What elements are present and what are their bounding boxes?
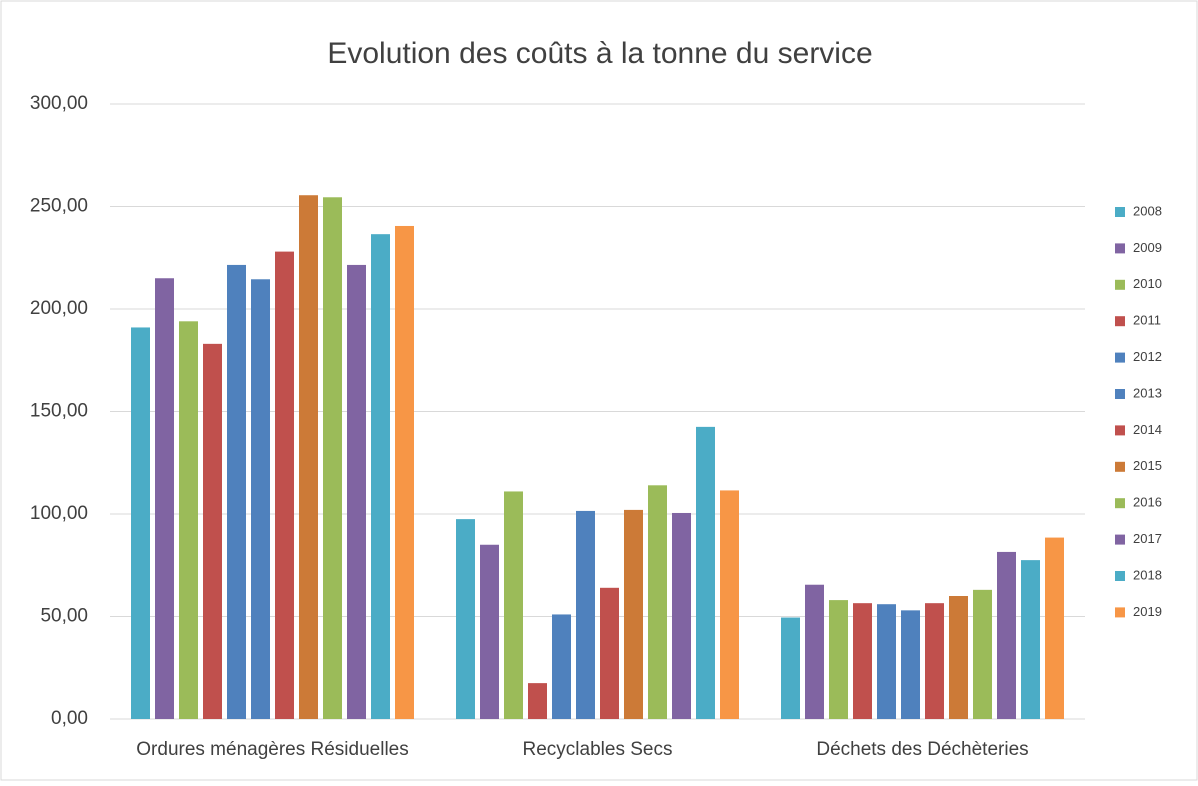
bar — [576, 510, 595, 719]
legend-swatch — [1115, 352, 1125, 363]
legend-swatch — [1115, 607, 1125, 618]
bar — [155, 278, 174, 719]
legend-label: 2019 — [1133, 604, 1162, 619]
bar — [552, 614, 571, 719]
bar — [131, 327, 150, 719]
bar — [720, 490, 739, 719]
bar — [1021, 560, 1040, 719]
bar — [179, 321, 198, 719]
bar — [877, 604, 896, 719]
bar — [299, 195, 318, 720]
bar — [251, 279, 270, 719]
bar — [347, 264, 366, 719]
bar — [600, 587, 619, 719]
bar — [973, 589, 992, 719]
bar — [203, 343, 222, 719]
y-tick-label: 200,00 — [30, 298, 88, 319]
legend-label: 2009 — [1133, 240, 1162, 255]
legend-swatch — [1115, 571, 1125, 581]
bar — [997, 551, 1016, 719]
bar — [371, 234, 390, 720]
bar — [624, 509, 643, 719]
bar — [1045, 537, 1064, 719]
y-tick-label: 0,00 — [51, 708, 88, 729]
bar — [456, 519, 475, 719]
legend-label: 2013 — [1133, 385, 1162, 400]
y-tick-label: 150,00 — [30, 401, 88, 422]
legend-swatch — [1115, 498, 1125, 509]
bar — [949, 596, 968, 719]
legend-label: 2018 — [1133, 567, 1162, 582]
legend-label: 2010 — [1133, 276, 1162, 291]
legend-label: 2016 — [1133, 495, 1162, 510]
bar — [781, 617, 800, 719]
legend-swatch — [1115, 461, 1125, 472]
legend-label: 2011 — [1133, 313, 1161, 328]
y-tick-label: 50,00 — [40, 606, 88, 627]
bar — [275, 251, 294, 719]
legend-label: 2015 — [1133, 458, 1162, 473]
bar — [901, 610, 920, 719]
bar — [504, 491, 523, 719]
legend-swatch — [1115, 279, 1125, 290]
bar — [395, 225, 414, 719]
legend-swatch — [1115, 389, 1125, 399]
legend-label: 2012 — [1133, 349, 1162, 364]
bar — [323, 197, 342, 719]
x-tick-label: Déchets des Déchèteries — [816, 739, 1028, 760]
bar — [648, 485, 667, 719]
bar — [853, 603, 872, 719]
bar — [227, 264, 246, 719]
y-tick-label: 250,00 — [30, 196, 88, 217]
y-tick-label: 300,00 — [30, 93, 88, 114]
x-tick-label: Recyclables Secs — [523, 739, 673, 760]
legend-label: 2017 — [1133, 531, 1162, 546]
legend-swatch — [1115, 425, 1125, 436]
bar — [805, 584, 824, 719]
bar — [696, 426, 715, 719]
legend-swatch — [1115, 534, 1125, 545]
bar — [829, 600, 848, 719]
bar — [672, 512, 691, 719]
chart-title: Evolution des coûts à la tonne du servic… — [327, 37, 872, 70]
y-tick-label: 100,00 — [30, 503, 88, 524]
legend-swatch — [1115, 207, 1125, 217]
legend-label: 2014 — [1133, 422, 1162, 437]
legend-swatch — [1115, 316, 1125, 327]
bar — [925, 603, 944, 719]
legend-label: 2008 — [1133, 203, 1162, 218]
bar — [528, 683, 547, 719]
bar — [480, 544, 499, 719]
legend-swatch — [1115, 243, 1125, 254]
x-tick-label: Ordures ménagères Résiduelles — [136, 739, 408, 760]
